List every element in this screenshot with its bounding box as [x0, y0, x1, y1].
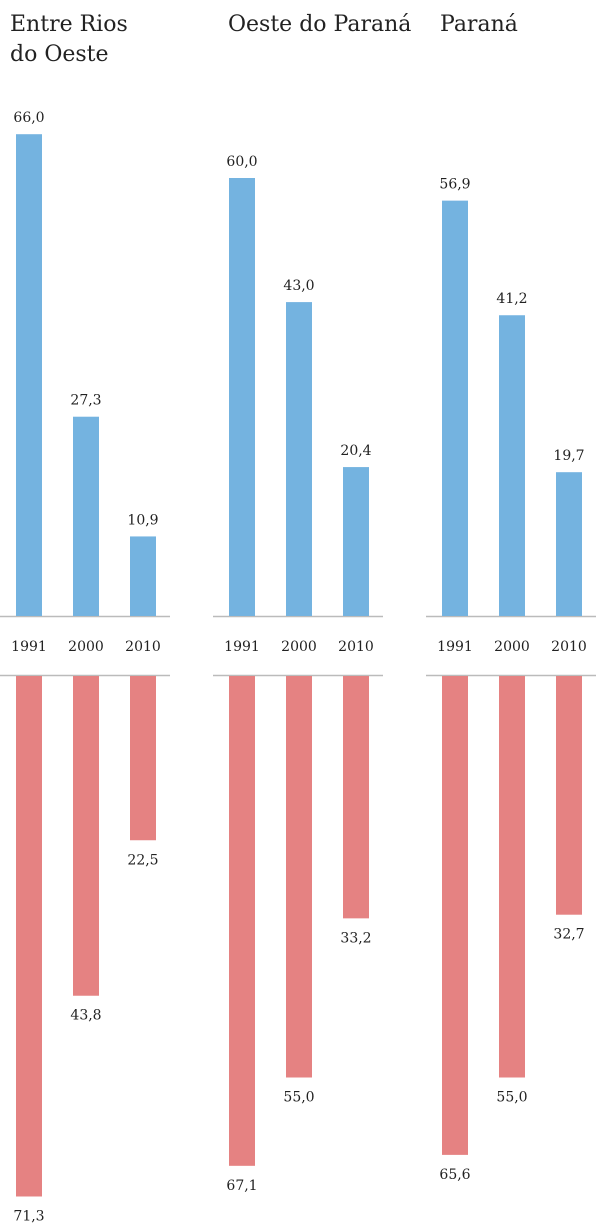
- top-bar-2-2000: [499, 315, 525, 616]
- bottom-bar-1-2010: [343, 676, 369, 919]
- year-label-0-1991: 1991: [11, 639, 47, 655]
- panel-title-1: Oeste do Paraná: [228, 12, 412, 37]
- top-bar-1-1991: [229, 178, 255, 616]
- top-bar-label-1-2010: 20,4: [340, 443, 371, 459]
- top-bar-label-0-2010: 10,9: [127, 512, 158, 528]
- top-bar-label-0-1991: 66,0: [13, 110, 44, 126]
- top-bar-label-2-1991: 56,9: [439, 177, 470, 193]
- bottom-bar-2-2010: [556, 676, 582, 915]
- top-bar-label-2-2000: 41,2: [496, 291, 527, 307]
- bottom-bar-0-2000: [73, 676, 99, 996]
- top-bar-label-0-2000: 27,3: [70, 393, 101, 409]
- bottom-bar-2-1991: [442, 676, 468, 1155]
- bottom-bar-label-1-2000: 55,0: [283, 1090, 314, 1106]
- bottom-bar-label-2-2010: 32,7: [553, 927, 584, 943]
- year-label-1-1991: 1991: [224, 639, 260, 655]
- bottom-bar-label-1-1991: 67,1: [226, 1178, 257, 1194]
- year-label-2-2000: 2000: [494, 639, 530, 655]
- top-bar-label-1-2000: 43,0: [283, 278, 314, 294]
- top-bar-0-1991: [16, 134, 42, 616]
- bottom-bar-label-1-2010: 33,2: [340, 930, 371, 946]
- bottom-bar-label-0-2000: 43,8: [70, 1008, 101, 1024]
- top-bar-1-2000: [286, 302, 312, 616]
- bottom-bar-2-2000: [499, 676, 525, 1078]
- top-bar-label-2-2010: 19,7: [553, 448, 584, 464]
- bottom-bar-1-1991: [229, 676, 255, 1166]
- top-bar-1-2010: [343, 467, 369, 616]
- year-label-0-2000: 2000: [68, 639, 104, 655]
- panel-title-2: Paraná: [440, 12, 518, 37]
- top-bar-2-1991: [442, 200, 468, 616]
- bottom-bar-1-2000: [286, 676, 312, 1078]
- bottom-bar-label-2-1991: 65,6: [439, 1167, 470, 1183]
- year-label-1-2000: 2000: [281, 639, 317, 655]
- year-label-1-2010: 2010: [338, 639, 374, 655]
- bottom-bar-label-2-2000: 55,0: [496, 1090, 527, 1106]
- bottom-bar-label-0-1991: 71,3: [13, 1208, 44, 1224]
- bottom-bar-0-2010: [130, 676, 156, 841]
- year-label-0-2010: 2010: [125, 639, 161, 655]
- bottom-bar-label-0-2010: 22,5: [127, 852, 158, 868]
- year-label-2-2010: 2010: [551, 639, 587, 655]
- top-bar-2-2010: [556, 472, 582, 616]
- panel-title-0: Entre Rios do Oeste: [10, 12, 128, 67]
- year-label-2-1991: 1991: [437, 639, 473, 655]
- top-bar-label-1-1991: 60,0: [226, 154, 257, 170]
- top-bar-0-2000: [73, 416, 99, 616]
- bottom-bar-0-1991: [16, 676, 42, 1197]
- top-bar-0-2010: [130, 536, 156, 616]
